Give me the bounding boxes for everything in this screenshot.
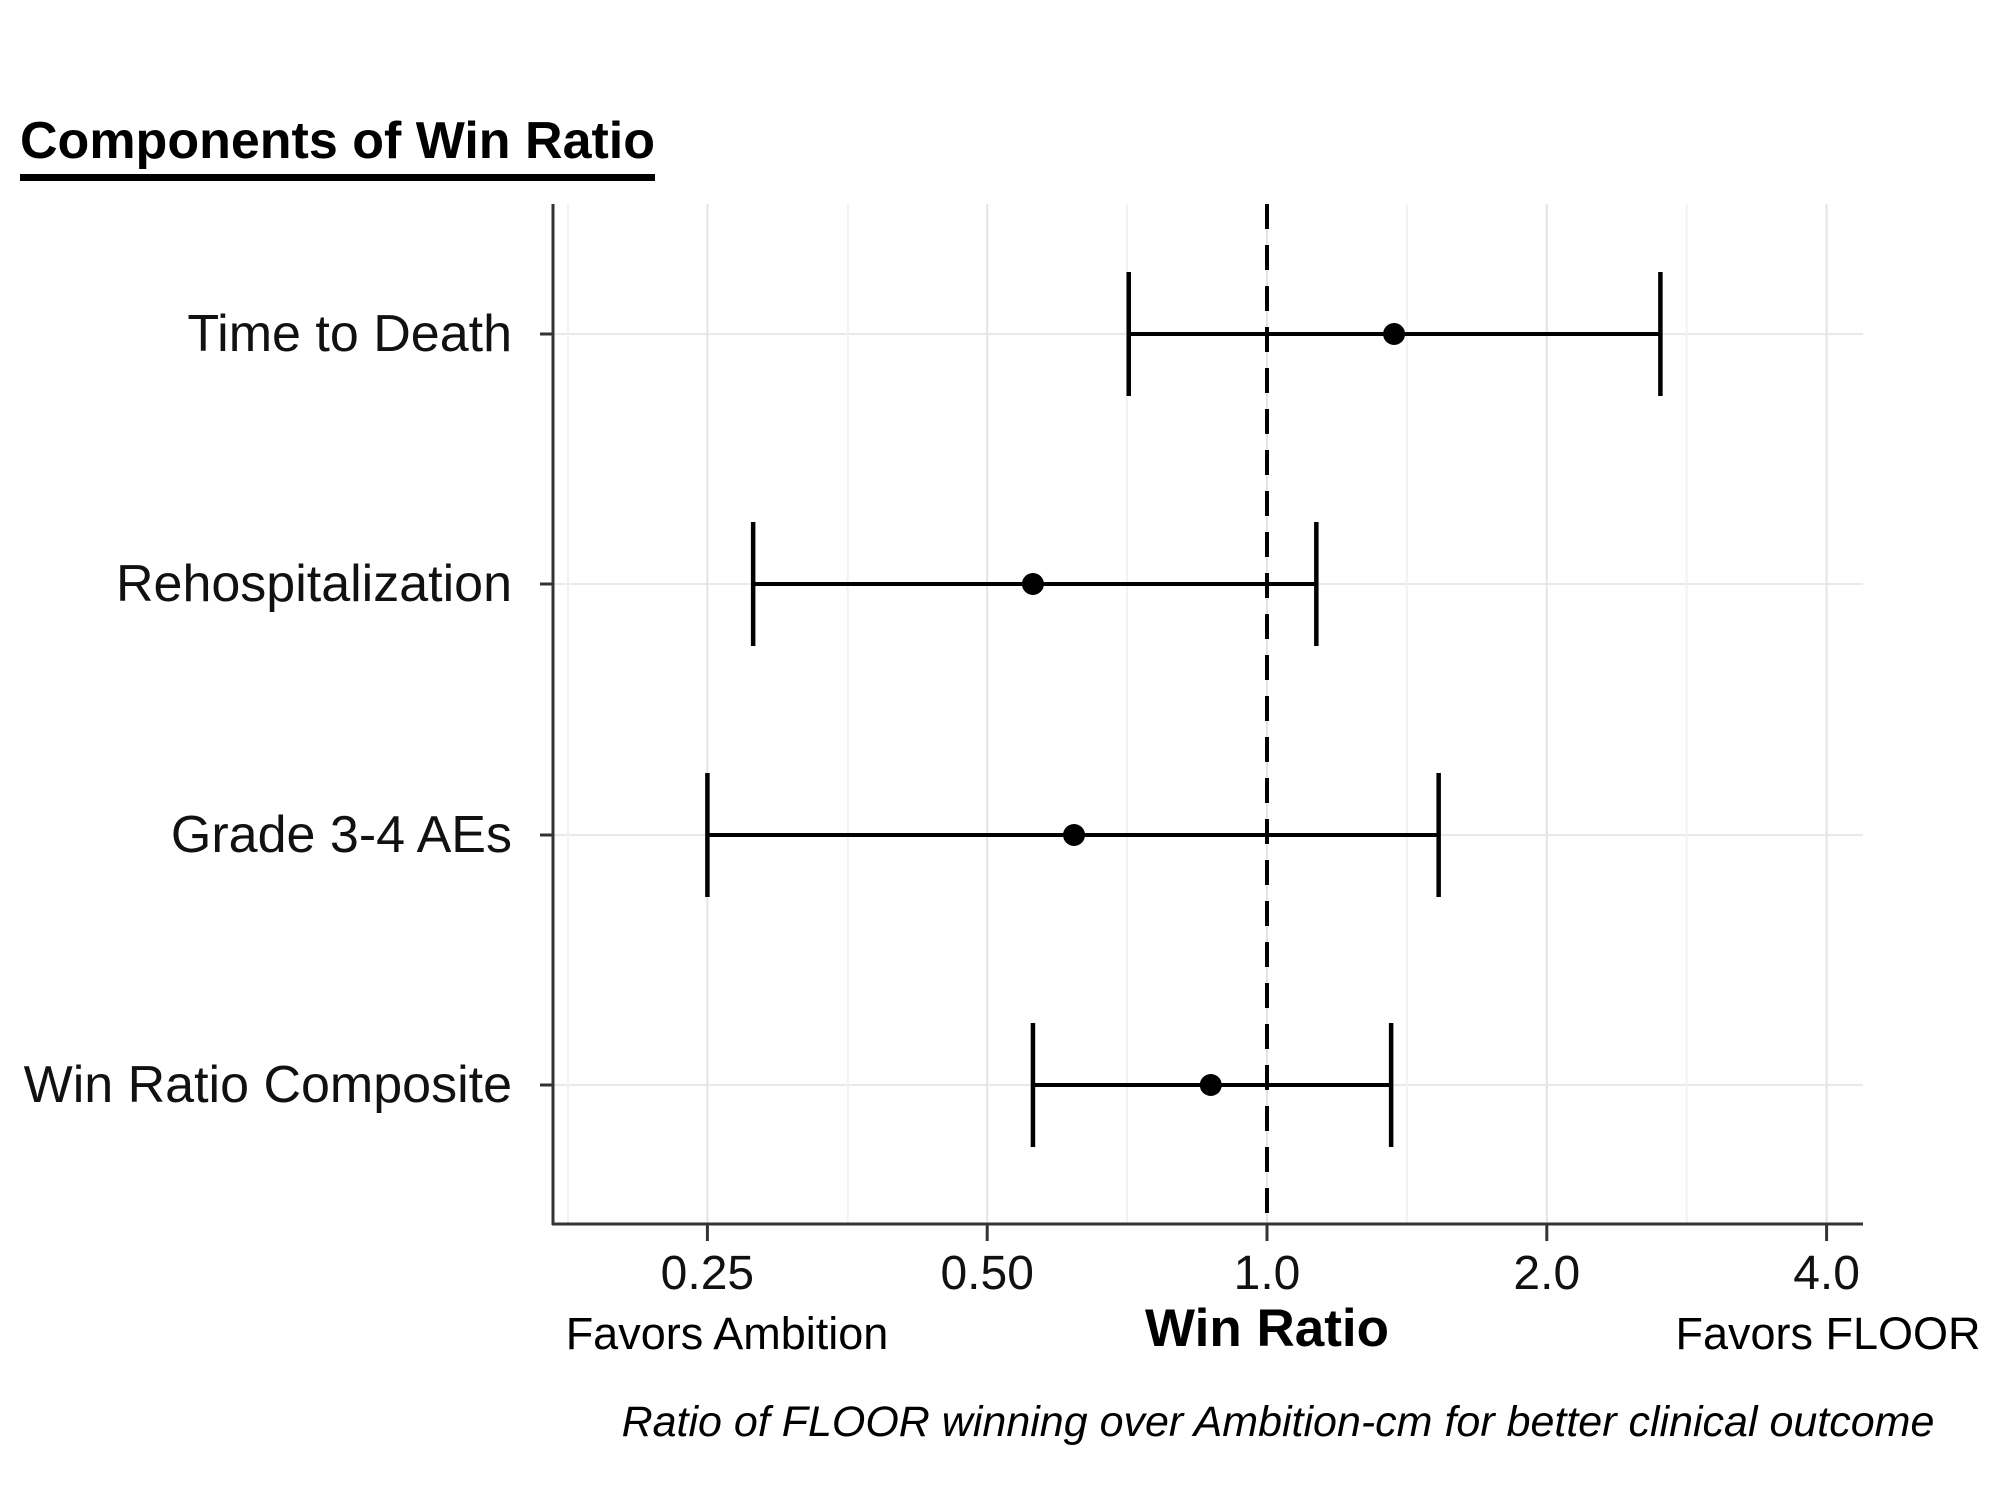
x-tick-label-2: 1.0	[1233, 1247, 1301, 1300]
figure-caption: Ratio of FLOOR winning over Ambition-cm …	[621, 1398, 1935, 1446]
point-estimate	[1383, 323, 1406, 345]
row-label-0: Time to Death	[187, 305, 512, 363]
x-tick-label-1: 0.50	[940, 1247, 1034, 1300]
row-label-3: Win Ratio Composite	[23, 1056, 512, 1114]
x-axis-title: Win Ratio	[1145, 1299, 1389, 1358]
point-estimate	[1063, 824, 1086, 846]
point-estimate	[1021, 573, 1044, 595]
favors-right-annotation: Favors FLOOR	[1675, 1308, 1981, 1359]
figure-title: Components of Win Ratio	[20, 112, 656, 181]
row-label-2: Grade 3-4 AEs	[170, 806, 512, 864]
x-tick-label-3: 2.0	[1513, 1247, 1581, 1300]
x-tick-label-0: 0.25	[660, 1247, 755, 1300]
x-tick-label-4: 4.0	[1793, 1247, 1860, 1300]
point-estimate	[1199, 1074, 1222, 1096]
row-label-1: Rehospitalization	[115, 555, 512, 613]
favors-left-annotation: Favors Ambition	[565, 1308, 889, 1359]
